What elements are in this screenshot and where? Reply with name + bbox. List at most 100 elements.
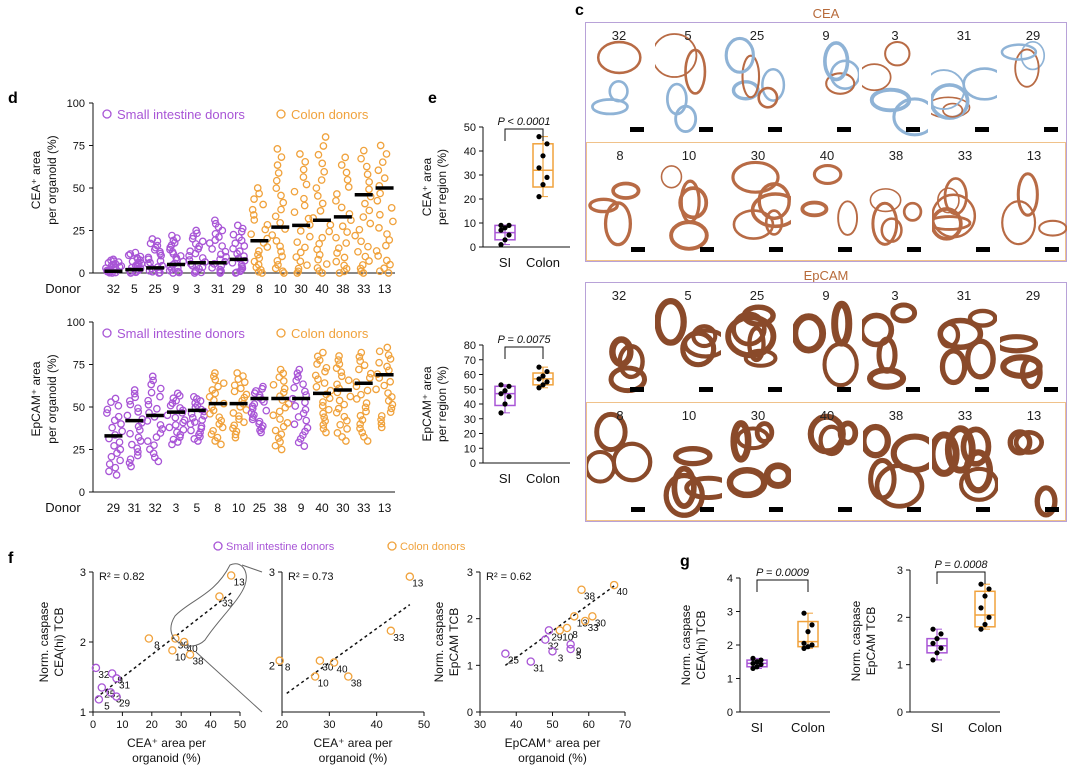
data-point [540,182,546,188]
x-tick-label: 50 [546,719,558,731]
data-point [312,382,321,391]
data-point [754,659,760,665]
data-point [117,420,125,428]
data-point [154,457,163,466]
data-point [544,379,550,385]
organoid-shape [594,411,628,453]
data-point [320,167,329,176]
data-point [192,226,201,235]
data-point [342,239,351,247]
legend-label-colon: Colon donors [291,107,369,122]
data-point [196,397,205,405]
x-tick-label: 3 [194,282,201,296]
x-tick-label: 9 [298,501,305,515]
x-tick-label: 29 [107,501,121,515]
data-point [938,645,944,651]
data-point [135,426,144,434]
x-axis-title: Donor [45,281,81,296]
organoid-shape [791,313,827,354]
scale-bar [631,247,645,252]
data-point [301,243,309,252]
data-point [376,210,384,219]
data-point [384,351,393,359]
y-tick-label: 0 [467,707,473,719]
organoid-shape [1007,429,1033,456]
data-point [359,213,368,221]
data-point [337,368,346,377]
organoid-shape [1000,43,1038,61]
organoid-shape [673,446,713,467]
data-point [280,269,288,277]
y-axis-label: Norm. caspase [37,601,51,682]
data-point [299,165,308,174]
y-axis-label: per region (%) [435,366,449,442]
data-point [221,247,230,256]
data-point [108,423,117,432]
y-tick-label: 2 [897,612,903,624]
organoid-shape [928,431,960,477]
organoid-shape [858,312,895,348]
data-point [171,413,180,422]
data-point [284,399,293,408]
data-point [230,381,239,390]
organoid-shape [869,87,912,113]
r-squared: R² = 0.62 [486,571,532,583]
donor-label: 40 [819,148,835,163]
data-point [555,626,565,635]
data-point [334,404,343,413]
data-point [322,428,330,437]
micrograph-tile: 10 [656,404,733,520]
data-point [380,381,389,390]
tissue-image [588,181,641,247]
data-point [982,593,988,599]
donor-label: 32 [611,288,627,303]
y-tick-label: 3 [467,567,473,579]
y-tick-label: 25 [73,445,85,457]
data-point [305,232,314,241]
x-tick-label: 30 [175,719,187,731]
data-point [311,371,320,380]
data-point [566,640,575,649]
x-axis-label: organoid (%) [319,751,388,765]
data-point [340,253,349,262]
tissue-image [608,336,648,394]
data-point [261,225,270,234]
data-point [208,386,217,394]
y-tick-label: 30 [464,170,476,182]
data-point [131,248,140,257]
data-point [319,409,327,418]
data-point [125,397,134,405]
data-point [321,417,330,425]
organoid-shape [730,420,752,463]
data-point [386,626,396,636]
micrograph-tile: 13 [1001,404,1067,520]
data-point [112,674,121,683]
scale-bar [769,507,783,512]
data-point [262,406,271,415]
data-point [280,384,289,393]
data-point [126,455,135,464]
scale-bar [906,127,920,132]
data-point [125,459,134,467]
data-point [318,199,327,208]
data-point [112,692,121,701]
data-point [562,623,572,633]
data-point [375,358,383,367]
x-tick-label: SI [751,720,763,735]
data-point [340,400,349,409]
y-axis-label: Norm. caspase [849,600,863,681]
data-point [356,424,364,433]
data-point [315,356,324,365]
y-axis-label: EpCAM TCB [864,607,878,675]
data-point [318,159,327,168]
organoid-shape [823,41,850,82]
point-label: 9 [117,676,123,687]
y-tick-label: 4 [727,573,733,585]
organoid-shape [868,457,897,501]
data-point [377,415,385,424]
data-point [293,369,302,378]
data-point [279,388,288,397]
data-point [269,380,278,389]
organoid-shape [591,98,629,116]
y-tick-label: 25 [73,226,85,238]
